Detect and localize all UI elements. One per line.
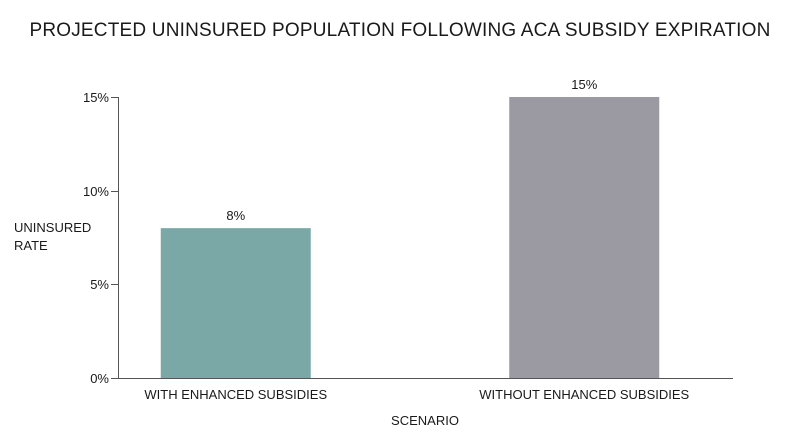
bar-value-label: 15%	[571, 77, 597, 92]
y-tick-label: 5%	[90, 277, 109, 292]
y-tick-label: 0%	[90, 371, 109, 386]
category-label: WITHOUT ENHANCED SUBSIDIES	[479, 387, 689, 402]
bar	[509, 97, 660, 378]
y-axis-label: UNINSURED RATE	[14, 219, 114, 255]
bar-value-label: 8%	[226, 208, 245, 223]
category-label: WITH ENHANCED SUBSIDIES	[144, 387, 327, 402]
y-axis-label-line-2: RATE	[14, 238, 48, 253]
chart-title: PROJECTED UNINSURED POPULATION FOLLOWING…	[29, 20, 771, 41]
y-tick-label: 10%	[83, 184, 109, 199]
y-axis-label-line-1: UNINSURED	[14, 220, 92, 235]
x-axis-label: SCENARIO	[391, 413, 459, 428]
y-tick-label: 15%	[83, 90, 109, 105]
bar	[160, 228, 311, 378]
